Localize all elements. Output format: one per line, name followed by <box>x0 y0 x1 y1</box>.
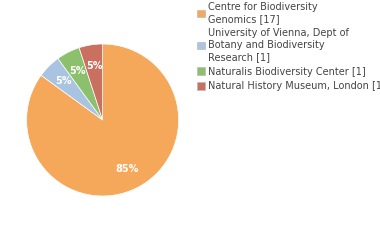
Wedge shape <box>58 48 103 120</box>
Text: 5%: 5% <box>70 66 86 76</box>
Text: 5%: 5% <box>55 76 72 86</box>
Wedge shape <box>27 44 179 196</box>
Legend: Centre for Biodiversity
Genomics [17], University of Vienna, Dept of
Botany and : Centre for Biodiversity Genomics [17], U… <box>195 0 380 93</box>
Text: 85%: 85% <box>116 164 139 174</box>
Text: 5%: 5% <box>86 61 102 71</box>
Wedge shape <box>79 44 103 120</box>
Wedge shape <box>41 59 103 120</box>
